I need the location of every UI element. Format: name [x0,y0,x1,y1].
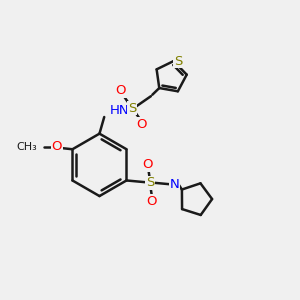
Text: O: O [142,158,153,171]
Text: N: N [170,178,179,191]
Text: O: O [52,140,62,153]
Text: S: S [146,176,154,189]
Text: CH₃: CH₃ [16,142,37,152]
Text: S: S [128,102,136,115]
Text: O: O [116,84,126,97]
Text: O: O [136,118,147,131]
Text: HN: HN [109,104,129,117]
Text: O: O [146,195,157,208]
Text: S: S [174,55,182,68]
